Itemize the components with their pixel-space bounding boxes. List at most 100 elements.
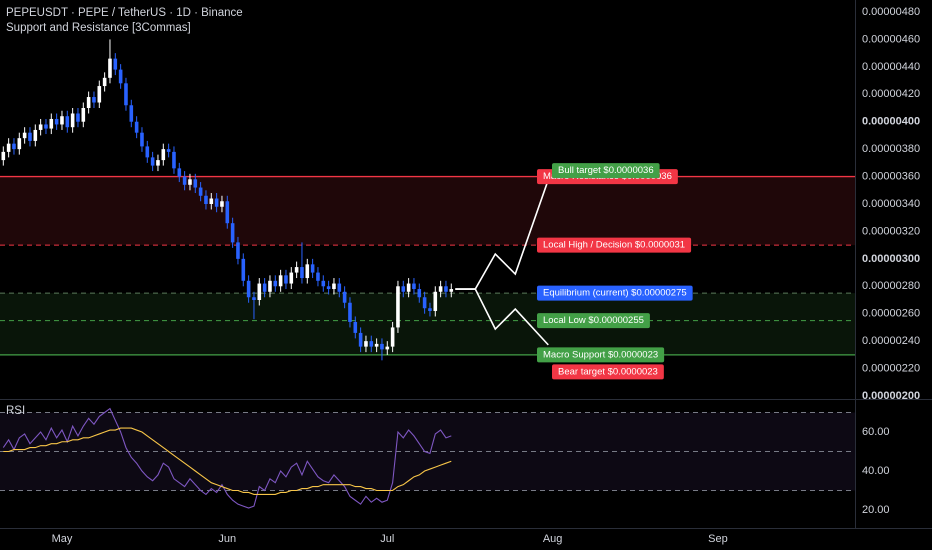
candle-body [188,179,192,185]
candle-body [326,286,331,290]
candle-body [44,124,48,129]
candle-body [438,286,443,292]
y-tick-label: 0.00000320 [862,225,920,237]
candle-body [134,121,139,133]
candle-body [214,198,219,207]
candle-body [422,297,427,309]
level-label: Local Low $0.00000255 [543,315,644,326]
candle-body [140,132,144,147]
y-tick-label: 20.00 [862,504,890,516]
candle-body [310,264,315,273]
candle-body [385,346,390,350]
candle-body [118,69,123,84]
candle-body [65,116,70,128]
candle-body [108,58,112,78]
candle-body [449,289,454,292]
level-label: Equilibrium (current) $0.00000275 [543,288,687,299]
candle-body [129,105,134,122]
candle-body [348,302,352,322]
y-tick-label: 0.00000480 [862,6,920,18]
x-tick-label: Sep [708,533,728,545]
level-label-box [552,163,660,179]
candle-body [28,132,32,141]
candle-body [204,195,208,204]
candle-body [305,264,310,279]
candle-body [268,280,272,292]
y-tick-label: 0.00000460 [862,33,920,45]
candle-body [337,283,342,292]
level-label-box [537,237,692,253]
candle-body [60,116,64,125]
candle-body [262,283,267,292]
projection-path [455,288,549,346]
candle-body [369,341,374,347]
candle-body [380,343,384,350]
x-tick-label: Jul [380,533,394,545]
candle-body [124,83,128,106]
candle-body [428,308,432,311]
candle-body [150,157,155,166]
candle-body [300,267,304,279]
candle-body [81,108,86,122]
candle-body [17,138,22,150]
candle-body [433,291,438,311]
rsi-title: RSI [6,405,25,417]
candle-body [246,280,251,298]
candle-body [92,97,96,103]
candle-body [54,118,59,125]
candle-body [321,280,326,287]
rsi-line [3,427,452,495]
level-label: Macro Support $0.0000023 [543,349,658,360]
candle-body [289,272,294,284]
candle-body [230,223,235,243]
candle-body [22,132,27,139]
candle-body [358,332,363,347]
y-tick-label: 0.00000400 [862,116,920,128]
candle-body [390,327,395,347]
candle-body [444,286,448,292]
chart-title: PEPEUSDT · PEPE / TetherUS · 1D · Binanc… [6,7,243,19]
candle-body [396,286,400,328]
level-label-box [537,347,665,363]
y-tick-label: 0.00000420 [862,88,920,100]
candle-body [102,77,107,87]
zone [0,176,855,246]
candle-body [49,118,54,129]
candle-body [193,179,198,188]
candle-body [12,143,16,150]
candle-body [113,58,118,70]
candle-body [70,113,75,128]
candle-body [417,289,422,298]
candle-body [278,275,283,287]
y-tick-label: 0.00000440 [862,61,920,73]
x-tick-label: Aug [543,533,563,545]
candle-body [294,267,299,273]
y-tick-label: 0.00000360 [862,170,920,182]
y-tick-label: 0.00000340 [862,198,920,210]
candle-body [1,151,6,161]
candle-body [273,280,278,287]
candle-body [182,176,187,185]
y-tick-label: 0.00000260 [862,308,920,320]
level-label-box [537,285,693,301]
zone [0,293,855,355]
candle-body [209,198,214,204]
candle-body [332,283,336,290]
candle-body [86,97,91,108]
y-tick-label: 0.00000200 [862,390,920,402]
y-tick-label: 0.00000380 [862,143,920,155]
level-label: Bear target $0.0000023 [558,366,658,377]
candle-body [220,201,224,207]
x-tick-label: May [52,533,73,545]
candle-body [33,129,38,141]
level-label-box [537,313,650,329]
candle-body [172,151,176,169]
candle-body [145,146,150,158]
candle-body [342,291,347,303]
y-tick-label: 60.00 [862,426,890,438]
y-tick-label: 0.00000280 [862,280,920,292]
candle-body [364,341,368,347]
